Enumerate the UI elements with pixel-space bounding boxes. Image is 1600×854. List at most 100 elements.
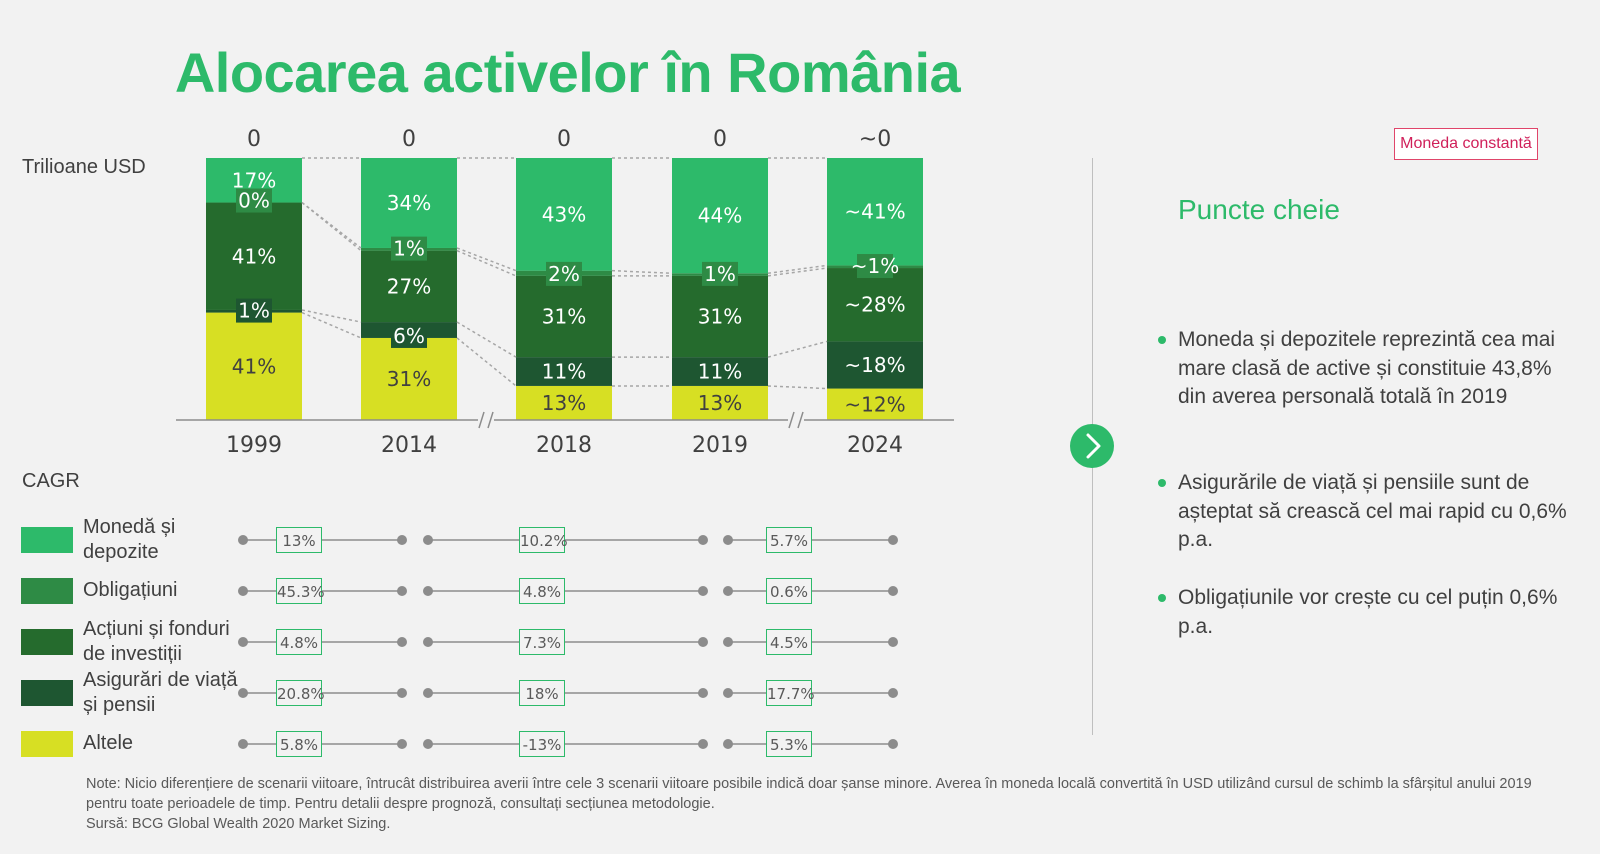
- cagr-dot: [423, 739, 433, 749]
- bullet-icon: [1158, 336, 1166, 344]
- connector-line: [456, 337, 517, 387]
- cagr-dot: [723, 739, 733, 749]
- cagr-value: 5.8%: [276, 731, 322, 757]
- cagr-dot: [423, 688, 433, 698]
- legend-swatch: [21, 578, 73, 604]
- category-label: 2019: [692, 433, 748, 458]
- legend-label: Monedă și depozite: [83, 516, 176, 563]
- source-text: Sursă: BCG Global Wealth 2020 Market Siz…: [86, 816, 391, 832]
- segment-label: 1%: [704, 262, 736, 286]
- legend-swatch: [21, 680, 73, 706]
- cagr-value: 5.7%: [766, 527, 812, 553]
- next-arrow-button[interactable]: [1070, 424, 1114, 468]
- cagr-dot: [723, 535, 733, 545]
- cagr-dot: [397, 739, 407, 749]
- cagr-dot: [698, 637, 708, 647]
- cagr-dot: [698, 535, 708, 545]
- segment-label: 2%: [548, 262, 580, 286]
- connector-line: [301, 309, 362, 323]
- connector-line: [456, 321, 517, 358]
- axis-break-mark: [788, 411, 795, 429]
- cagr-line: [243, 641, 402, 643]
- bar-segment: [206, 312, 302, 420]
- key-point-text: Moneda și depozitele reprezintă cea mai …: [1178, 328, 1556, 408]
- total-label: 0: [247, 127, 261, 152]
- cagr-line: [243, 743, 402, 745]
- cagr-dot: [723, 637, 733, 647]
- connector-line: [611, 269, 673, 275]
- cagr-value: 45.3%: [276, 578, 325, 604]
- total-label: 0: [713, 127, 727, 152]
- segment-label: 34%: [387, 191, 431, 215]
- bar-segment: [672, 357, 768, 386]
- segment-label: 13%: [542, 391, 586, 415]
- cagr-value: -13%: [519, 731, 565, 757]
- cagr-line: [243, 539, 402, 541]
- segment-label-bg: [702, 261, 738, 286]
- axis-break-mark: [487, 411, 494, 429]
- total-label: ~0: [859, 127, 891, 152]
- segment-label: 41%: [232, 354, 276, 378]
- note-text: Note: Nicio diferențiere de scenarii vii…: [86, 776, 1532, 812]
- key-point-text: Asigurările de viață și pensiile sunt de…: [1178, 471, 1567, 551]
- cagr-dot: [888, 586, 898, 596]
- legend-swatch: [21, 527, 73, 553]
- segment-label-bg: [546, 261, 582, 286]
- legend-swatch: [21, 629, 73, 655]
- cagr-value: 7.3%: [519, 629, 565, 655]
- bullet-icon: [1158, 479, 1166, 487]
- legend-label: Asigurări de viață și pensii: [83, 669, 238, 716]
- cagr-value: 13%: [276, 527, 322, 553]
- bar-segment: [516, 158, 612, 271]
- segment-label: 11%: [542, 360, 586, 384]
- bar-segment: [206, 202, 302, 310]
- cagr-title: CAGR: [22, 470, 80, 492]
- cagr-dot: [238, 586, 248, 596]
- stacked-bar-chart: 41% 1% 41% 0%17% 1999 0 31% 6% 27% 1% 34% 2014 0 13% 1…: [176, 127, 954, 458]
- cagr-value: 4.8%: [276, 629, 322, 655]
- connector-line: [456, 247, 517, 272]
- bar-segment: [516, 357, 612, 386]
- axis-break-mark: [797, 411, 804, 429]
- cagr-dot: [397, 535, 407, 545]
- bar-segment: [516, 275, 612, 358]
- category-label: 2014: [381, 433, 437, 458]
- cagr-value: 18%: [519, 680, 565, 706]
- segment-label: ~12%: [844, 392, 905, 416]
- segment-label: 31%: [387, 367, 431, 391]
- category-label: 1999: [226, 433, 282, 458]
- axis-break-mark: [478, 411, 485, 429]
- segment-label: 41%: [232, 244, 276, 268]
- segment-label: 27%: [387, 274, 431, 298]
- segment-label: 11%: [698, 360, 742, 384]
- cagr-dot: [888, 739, 898, 749]
- cagr-line: [243, 590, 402, 592]
- cagr-dot: [238, 637, 248, 647]
- cagr-dot: [238, 739, 248, 749]
- segment-label: 13%: [698, 391, 742, 415]
- cagr-value: 4.5%: [766, 629, 812, 655]
- connector-line: [301, 201, 362, 249]
- cagr-value: 4.8%: [519, 578, 565, 604]
- cagr-value: 5.3%: [766, 731, 812, 757]
- cagr-dot: [723, 586, 733, 596]
- segment-label-bg: [236, 298, 272, 323]
- segment-label: ~18%: [844, 353, 905, 377]
- connector-line: [767, 385, 828, 390]
- bar-segment: [827, 388, 923, 420]
- cagr-dot: [238, 688, 248, 698]
- chevron-right-icon: [1086, 433, 1101, 459]
- cagr-line: [428, 692, 703, 694]
- cagr-dot: [423, 535, 433, 545]
- cagr-value: 17.7%: [766, 680, 815, 706]
- cagr-dot: [698, 688, 708, 698]
- unit-label: Trilioane USD: [22, 156, 146, 178]
- connector-line: [767, 264, 828, 275]
- cagr-dot: [238, 535, 248, 545]
- cagr-line: [428, 743, 703, 745]
- constant-currency-badge: Moneda constantă: [1394, 128, 1538, 160]
- page-title: Alocarea activelor în România: [174, 41, 961, 104]
- cagr-value: 0.6%: [766, 578, 812, 604]
- cagr-dot: [888, 688, 898, 698]
- connector-line: [301, 311, 362, 339]
